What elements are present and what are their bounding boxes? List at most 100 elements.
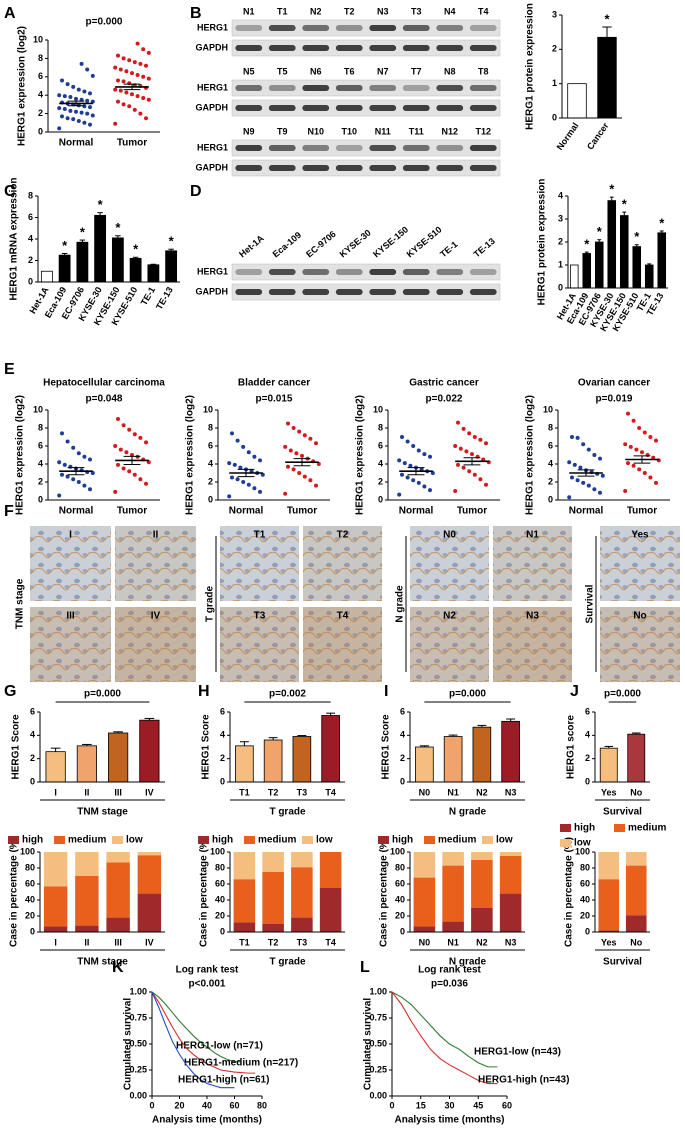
blot-band [235,85,263,91]
y-tick-label: 60 [215,878,225,888]
chart-title: Gastric cancer [409,378,479,389]
data-point [238,465,243,470]
ihc-image [115,526,196,601]
bar [108,732,129,783]
blot-band [335,165,363,171]
data-point [567,460,572,465]
bar [147,264,160,283]
x-tick-label: Yes [601,787,617,797]
x-tick-label: N1 [447,787,459,797]
blot-band [335,25,363,31]
lane-label: T7 [411,66,422,76]
chart-title: Log rank test [176,965,239,976]
blot-band [402,105,430,111]
data-point [127,58,132,63]
data-point [461,465,466,470]
bar [165,250,178,283]
blot-band [268,145,296,151]
bar-segment [625,915,647,932]
data-point [227,461,232,466]
significance-mark: * [584,237,590,252]
data-point [60,431,64,436]
blot-band [302,165,330,171]
legend-label: high [392,835,413,846]
data-point [116,417,120,421]
lane-label: T3 [411,6,422,16]
x-axis-label: Survival [603,957,642,968]
x-tick-label: T1 [239,937,250,947]
significance-mark: * [609,182,615,197]
data-point [127,427,132,432]
chart-subtitle: p<0.001 [189,979,226,990]
data-point [113,121,118,126]
x-axis-label: TNM stage [77,807,128,818]
data-point [124,69,129,74]
bar [632,246,642,289]
data-point [623,442,628,447]
bar-segment [319,888,342,932]
y-tick-label: 60 [580,878,590,888]
y-tick-label: 6 [220,706,225,716]
x-tick-label: 60 [502,1100,512,1110]
ihc-image [410,526,489,601]
lane-label: N3 [377,6,389,16]
data-point [62,94,67,99]
x-tick-label: Normal [569,506,604,517]
bar-segment [233,852,256,880]
y-tick-label: 6 [378,440,383,450]
data-point [113,65,118,70]
data-point [141,74,146,79]
data-point [138,111,143,116]
data-point [71,84,76,89]
data-point [419,467,424,472]
legend-label: low [574,838,591,849]
legend-label: medium [258,835,296,846]
legend-swatch [54,836,65,844]
series-label: HERG1-high (n=61) [178,1075,269,1086]
data-point [135,72,140,77]
data-point [631,418,636,423]
data-point [118,447,123,452]
image-label: Yes [631,530,649,541]
data-point [586,483,591,488]
data-point [422,484,427,489]
lane-label: N5 [243,66,255,76]
survival-curve [151,991,242,1063]
data-point [252,486,257,491]
y-tick-label: 6 [548,440,553,450]
blot-band [402,269,430,275]
y-tick-label: 0 [552,112,557,122]
x-tick-label: Normal [59,138,94,149]
blot-band [335,85,363,91]
data-point [567,495,572,500]
survival-curve [391,991,498,1068]
data-point [408,463,413,468]
bar-segment [43,926,68,932]
blot-band [235,45,263,51]
data-point [57,493,62,498]
bar [607,200,617,289]
y-axis-label: HERG1 protein expression [525,3,536,130]
data-point [246,482,251,487]
row-label: HERG1 [197,266,228,276]
data-point [76,87,81,92]
blot-band [369,105,397,111]
panel-letter: A [4,5,16,22]
bar-segment [106,917,130,932]
lane-label: N4 [444,6,456,16]
blot-band [436,45,464,51]
y-tick-label: 8 [38,53,43,63]
panel-letter: G [4,683,16,700]
ihc-image [600,526,680,601]
data-point [654,438,658,443]
y-tick-label: 4 [208,458,213,468]
ihc-image [303,526,382,601]
x-axis-label: N grade [449,957,487,968]
data-point [116,462,120,467]
data-point [65,439,70,444]
ihc-stain [115,607,196,682]
y-tick-label: 20 [215,910,225,920]
y-tick-label: 1.00 [129,986,147,996]
blot-band [235,145,263,151]
data-point [146,76,151,81]
